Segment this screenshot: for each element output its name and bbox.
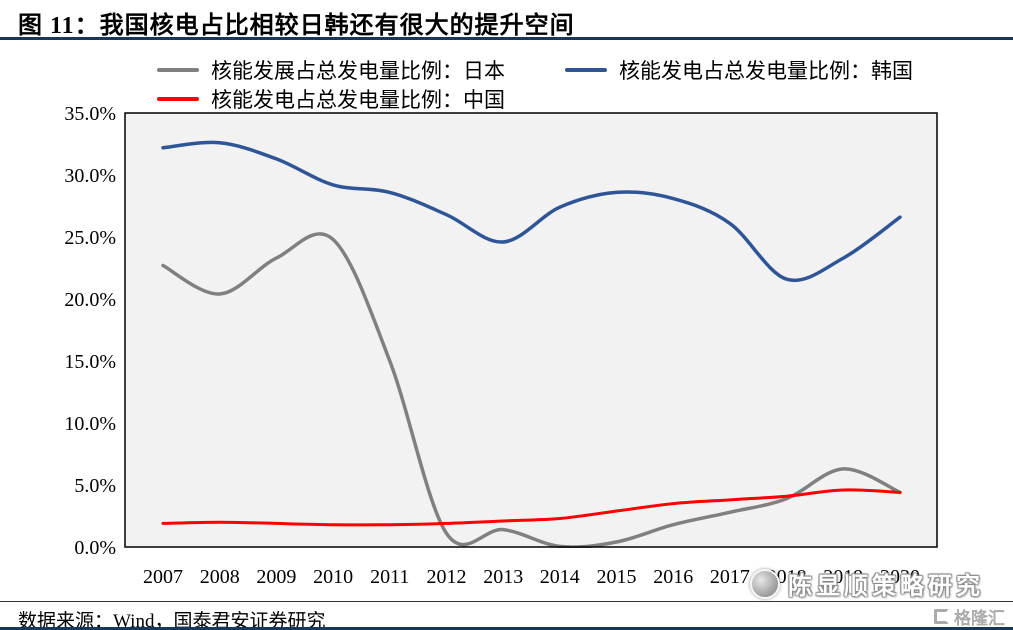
watermark-avatar-icon [750,568,780,599]
y-tick-label: 30.0% [64,165,116,187]
x-tick-label: 2019 [823,566,863,588]
plot-border [124,112,938,548]
legend-marker-china [157,96,199,102]
x-tick-label: 2014 [540,566,580,588]
x-tick-label: 2015 [597,566,637,588]
gelonghui-logo-text: 格隆汇 [954,609,1005,628]
x-tick-label: 2013 [483,566,523,588]
x-tick-label: 2020 [880,566,920,588]
legend-item-china: 核能发电占总发电量比例：中国 [157,84,505,114]
x-tick-label: 2012 [427,566,467,588]
gelonghui-logo: 格隆汇 [934,604,1005,629]
legend-item-korea: 核能发电占总发电量比例：韩国 [565,55,913,85]
x-tick-label: 2017 [710,566,750,588]
legend-marker-korea [565,67,607,73]
watermark: 陈显顺策略研究 [750,566,984,601]
x-tick-label: 2008 [200,566,240,588]
watermark-text: 陈显顺策略研究 [788,574,984,600]
legend-label-japan: 核能发展占总发电量比例：日本 [211,59,505,83]
x-tick-label: 2007 [143,566,183,588]
y-tick-label: 35.0% [64,103,116,125]
x-tick-label: 2016 [653,566,693,588]
y-tick-label: 20.0% [64,289,116,311]
plot-area [125,113,937,547]
x-tick-label: 2009 [256,566,296,588]
series-line-japan [161,232,902,548]
legend-label-china: 核能发电占总发电量比例：中国 [211,88,505,112]
y-tick-label: 5.0% [74,475,116,497]
series-line-korea [161,140,902,283]
y-tick-label: 25.0% [64,227,116,249]
legend-marker-japan [157,67,199,73]
legend-label-korea: 核能发电占总发电量比例：韩国 [619,59,913,83]
legend-item-japan: 核能发展占总发电量比例：日本 [157,55,505,85]
figure-title: 图 11：我国核电占比相较日韩还有很大的提升空间 [18,13,575,39]
x-tick-label: 2010 [313,566,353,588]
y-tick-label: 15.0% [64,351,116,373]
x-tick-label: 2011 [370,566,409,588]
gelonghui-bracket-icon [934,609,949,624]
title-divider [0,37,1013,40]
data-source-note: 数据来源：Wind，国泰君安证券研究 [18,611,326,630]
series-line-china [161,488,902,527]
y-tick-label: 10.0% [64,413,116,435]
y-tick-label: 0.0% [74,537,116,559]
bottom-divider [0,627,1013,630]
footer-divider [0,601,1013,602]
